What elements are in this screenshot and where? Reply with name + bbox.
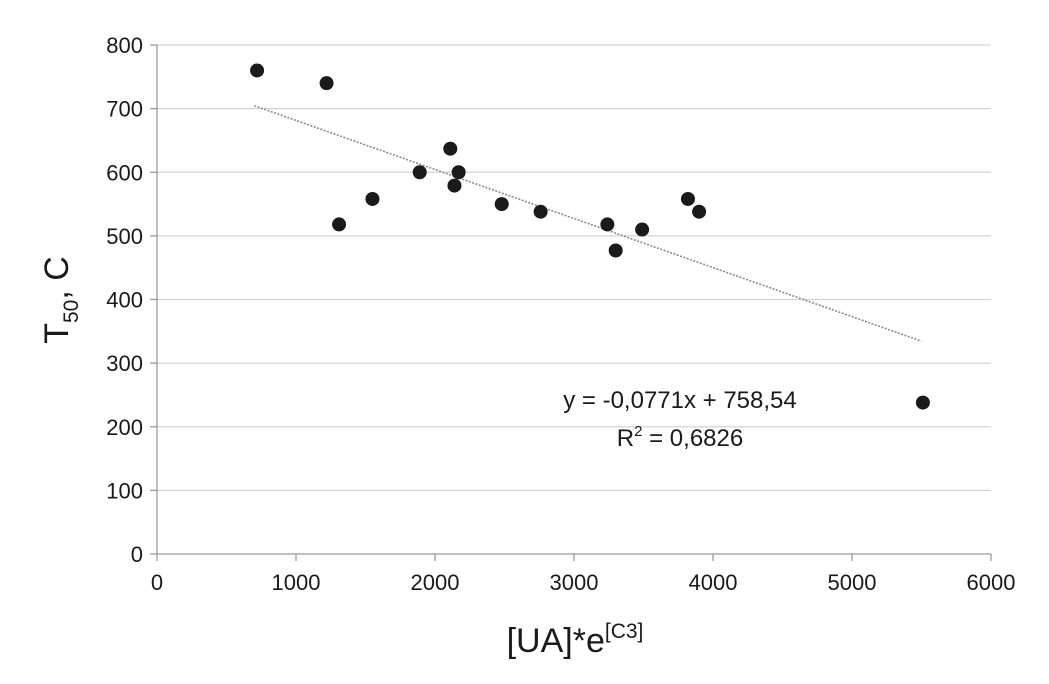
y-tick-label: 300 xyxy=(106,351,143,376)
trendline-group xyxy=(254,104,922,342)
trendline xyxy=(254,104,922,342)
data-point xyxy=(600,217,615,232)
data-points xyxy=(250,63,930,410)
r2-superscript: 2 xyxy=(634,423,642,440)
data-point xyxy=(332,217,347,232)
data-point xyxy=(451,165,466,180)
data-point xyxy=(443,141,458,156)
r2-value: = 0,6826 xyxy=(642,425,743,452)
data-point xyxy=(635,222,650,237)
y-tick-label: 100 xyxy=(106,478,143,503)
y-tick-label: 0 xyxy=(131,542,143,567)
y-axis-title-suffix: , C xyxy=(38,256,76,299)
data-point xyxy=(412,165,427,180)
r-squared-label: R2 = 0,6826 xyxy=(617,423,743,452)
y-tick-label: 500 xyxy=(106,224,143,249)
y-tick-label: 700 xyxy=(106,97,143,122)
r2-prefix: R xyxy=(617,425,634,452)
y-tick-label: 200 xyxy=(106,415,143,440)
trendline-equation: y = -0,0771x + 758,54 xyxy=(563,387,797,414)
x-tick-label: 0 xyxy=(151,570,163,595)
data-point xyxy=(365,191,380,206)
data-point xyxy=(447,178,462,193)
y-axis-title-subscript: 50 xyxy=(60,300,83,323)
x-tick-label: 3000 xyxy=(550,570,599,595)
data-point xyxy=(915,395,930,410)
data-point xyxy=(608,243,623,258)
x-tick-label: 5000 xyxy=(828,570,877,595)
grid-lines xyxy=(157,44,991,492)
data-point xyxy=(319,76,334,91)
data-point xyxy=(250,63,265,78)
x-tick-label: 4000 xyxy=(689,570,738,595)
y-tick-label: 400 xyxy=(106,288,143,313)
y-axis-title: T50, C xyxy=(38,256,83,344)
data-point xyxy=(692,204,707,219)
y-axis-title-base: T xyxy=(38,323,76,344)
x-axis-title: [UA]*e[C3] xyxy=(507,620,644,660)
x-tick-label: 2000 xyxy=(411,570,460,595)
data-point xyxy=(680,191,695,206)
x-tick-label: 1000 xyxy=(272,570,321,595)
x-tick-labels: 0 1000 2000 3000 4000 5000 6000 xyxy=(151,570,1016,595)
x-tick-label: 6000 xyxy=(967,570,1016,595)
axes xyxy=(150,44,992,561)
data-point xyxy=(533,204,548,219)
data-point xyxy=(494,197,509,212)
y-tick-label: 600 xyxy=(106,160,143,185)
x-axis-title-superscript: [C3] xyxy=(605,620,644,643)
x-axis-title-base: [UA]*e xyxy=(507,622,605,660)
y-tick-labels: 0 100 200 300 400 500 600 700 800 xyxy=(106,33,143,567)
y-tick-label: 800 xyxy=(106,33,143,58)
